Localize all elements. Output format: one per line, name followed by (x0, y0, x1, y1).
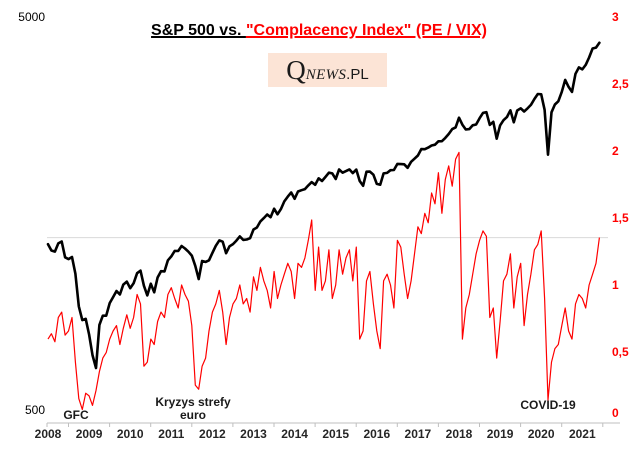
y-axis-right-label: 2,5 (612, 77, 629, 91)
y-axis-right-label: 3 (612, 10, 619, 24)
qnews-logo: Q NEWS .PL (268, 53, 387, 87)
y-axis-right-label: 2 (612, 144, 619, 158)
annotation-covid-19: COVID-19 (520, 398, 576, 412)
chart-title: S&P 500 vs. "Complacency Index" (PE / VI… (0, 22, 638, 40)
x-axis-year-label: 2010 (116, 427, 144, 441)
x-axis-ticks (46, 423, 604, 427)
y-axis-right-label: 0 (612, 406, 619, 420)
x-axis-year-label: 2013 (240, 427, 267, 441)
qnews-logo-pl: .PL (346, 66, 369, 83)
qnews-logo-news: NEWS (305, 67, 347, 83)
x-axis-year-label: 2021 (568, 427, 596, 441)
chart-title-black-part: S&P 500 vs. (151, 22, 246, 39)
x-axis-year-label: 2017 (404, 427, 432, 441)
x-axis-year-label: 2020 (527, 427, 555, 441)
x-axis-year-label: 2011 (158, 427, 185, 441)
y-axis-right-label: 0,5 (612, 345, 629, 359)
x-axis-year-label: 2014 (281, 427, 308, 441)
y-axis-right-label: 1,5 (612, 211, 629, 225)
y-axis-right-label: 1 (612, 278, 619, 292)
x-axis-year-label: 2008 (34, 427, 62, 441)
x-axis-year-label: 2012 (199, 427, 226, 441)
chart-title-red-part: "Complacency Index" (PE / VIX) (245, 22, 487, 39)
x-axis-year-label: 2009 (75, 427, 103, 441)
qnews-logo-q: Q (286, 55, 306, 85)
x-axis-year-label: 2019 (486, 427, 514, 441)
sp500-line (46, 41, 601, 370)
annotation-gfc: GFC (63, 408, 89, 422)
annotation-kryzys-strefy-euro: Kryzys strefy euro (155, 395, 231, 422)
x-axis-year-label: 2018 (445, 427, 473, 441)
x-axis-year-label: 2016 (363, 427, 391, 441)
y-axis-left-label: 5000 (18, 10, 45, 24)
complacency-line (47, 151, 600, 411)
x-axis-year-label: 2015 (322, 427, 350, 441)
y-axis-left-label: 500 (24, 403, 45, 417)
